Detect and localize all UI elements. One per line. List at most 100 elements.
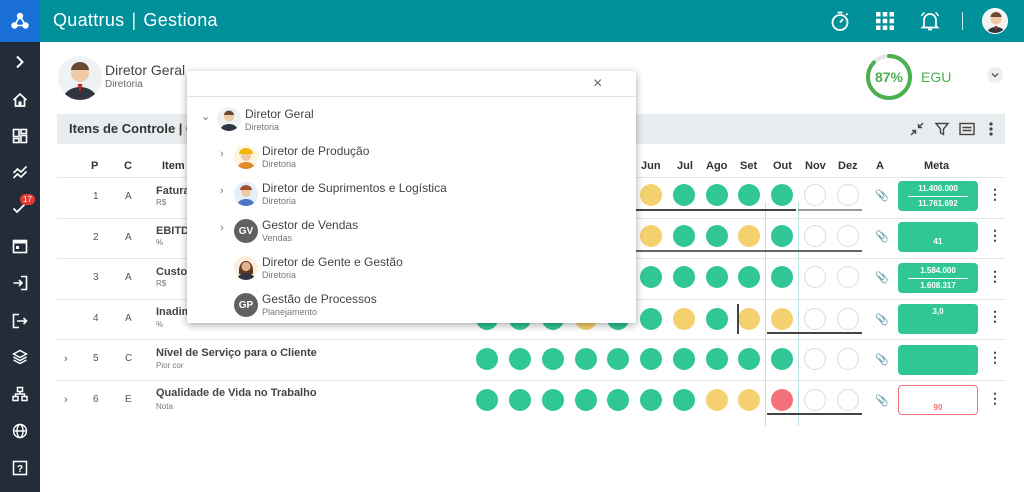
row-expand-button[interactable]: ›	[64, 353, 68, 365]
status-dot-nov[interactable]	[804, 308, 826, 330]
user-avatar[interactable]	[982, 8, 1008, 34]
status-dot-out[interactable]	[771, 225, 793, 247]
indicator-name[interactable]: Qualidade de Vida no Trabalho	[156, 387, 317, 399]
status-dot-jun[interactable]	[640, 225, 662, 247]
meta-value[interactable]: 1.584.000 1.608.317	[898, 263, 978, 293]
attachment-icon[interactable]: 📎	[875, 354, 889, 366]
chevron-right-icon[interactable]: ›	[220, 148, 224, 160]
indicator-name[interactable]: Custo	[156, 266, 188, 278]
chevron-right-icon[interactable]: ›	[220, 222, 224, 234]
sidebar-item-hierarchy[interactable]	[0, 379, 40, 409]
meta-value[interactable]	[898, 345, 978, 375]
status-dot-mar[interactable]	[542, 389, 564, 411]
status-dot-nov[interactable]	[804, 225, 826, 247]
status-dot-dez[interactable]	[837, 266, 859, 288]
status-dot-dez[interactable]	[837, 389, 859, 411]
status-dot-jun[interactable]	[640, 389, 662, 411]
status-dot-dez[interactable]	[837, 225, 859, 247]
sidebar-item-layers[interactable]	[0, 342, 40, 372]
meta-value[interactable]: 41	[898, 222, 978, 252]
chevron-down-icon[interactable]: ⌄	[201, 111, 211, 123]
status-dot-jun[interactable]	[640, 266, 662, 288]
status-dot-jan[interactable]	[476, 389, 498, 411]
attachment-icon[interactable]: 📎	[875, 314, 889, 326]
sidebar-item-tasks[interactable]: 17	[0, 193, 40, 223]
apps-grid-icon[interactable]	[872, 8, 898, 34]
sidebar-item-home[interactable]	[0, 85, 40, 115]
status-dot-jul[interactable]	[673, 184, 695, 206]
status-dot-apr[interactable]	[575, 389, 597, 411]
status-dot-dez[interactable]	[837, 348, 859, 370]
status-dot-ago[interactable]	[706, 184, 728, 206]
status-dot-apr[interactable]	[575, 348, 597, 370]
indicator-name[interactable]: Fatura	[156, 185, 190, 197]
status-dot-out[interactable]	[771, 266, 793, 288]
status-dot-jul[interactable]	[673, 225, 695, 247]
sidebar-item-trends[interactable]	[0, 157, 40, 187]
section-menu-button[interactable]	[981, 119, 1001, 139]
row-menu-button[interactable]: ⋮	[988, 268, 1002, 284]
status-dot-set[interactable]	[738, 348, 760, 370]
row-menu-button[interactable]: ⋮	[988, 308, 1002, 324]
status-dot-feb[interactable]	[509, 348, 531, 370]
status-dot-mai[interactable]	[607, 348, 629, 370]
status-dot-set[interactable]	[738, 266, 760, 288]
sidebar-item-login[interactable]	[0, 268, 40, 298]
status-dot-dez[interactable]	[837, 308, 859, 330]
status-dot-ago[interactable]	[706, 225, 728, 247]
attachment-icon[interactable]: 📎	[875, 231, 889, 243]
status-dot-jul[interactable]	[673, 389, 695, 411]
expand-sidebar-button[interactable]	[0, 47, 40, 77]
status-dot-out[interactable]	[771, 308, 793, 330]
status-dot-jun[interactable]	[640, 308, 662, 330]
attachment-icon[interactable]: 📎	[875, 272, 889, 284]
sidebar-item-logout[interactable]	[0, 306, 40, 336]
timer-icon[interactable]	[827, 8, 853, 34]
attachment-icon[interactable]: 📎	[875, 395, 889, 407]
indicator-name[interactable]: Inadim	[156, 306, 192, 318]
status-dot-jul[interactable]	[673, 348, 695, 370]
status-dot-mar[interactable]	[542, 348, 564, 370]
row-menu-button[interactable]: ⋮	[988, 227, 1002, 243]
status-dot-out[interactable]	[771, 389, 793, 411]
attachment-icon[interactable]: 📎	[875, 190, 889, 202]
status-dot-out[interactable]	[771, 184, 793, 206]
status-dot-nov[interactable]	[804, 184, 826, 206]
filter-button[interactable]	[932, 119, 952, 139]
status-dot-jun[interactable]	[640, 348, 662, 370]
row-menu-button[interactable]: ⋮	[988, 349, 1002, 365]
status-dot-jan[interactable]	[476, 348, 498, 370]
row-menu-button[interactable]: ⋮	[988, 186, 1002, 202]
meta-value[interactable]: 90	[898, 385, 978, 415]
header-dropdown-button[interactable]	[987, 67, 1003, 83]
status-dot-ago[interactable]	[706, 266, 728, 288]
status-dot-ago[interactable]	[706, 348, 728, 370]
sidebar-item-globe[interactable]	[0, 416, 40, 446]
close-popup-button[interactable]: ×	[593, 75, 603, 92]
status-dot-set[interactable]	[738, 225, 760, 247]
status-dot-dez[interactable]	[837, 184, 859, 206]
sidebar-item-help[interactable]: ?	[0, 453, 40, 483]
status-dot-feb[interactable]	[509, 389, 531, 411]
view-button[interactable]	[957, 119, 977, 139]
status-dot-ago[interactable]	[706, 389, 728, 411]
sidebar-item-calendar[interactable]	[0, 231, 40, 261]
status-dot-nov[interactable]	[804, 389, 826, 411]
status-dot-nov[interactable]	[804, 266, 826, 288]
status-dot-jul[interactable]	[673, 266, 695, 288]
status-dot-out[interactable]	[771, 348, 793, 370]
collapse-button[interactable]	[907, 119, 927, 139]
status-dot-set[interactable]	[738, 308, 760, 330]
indicator-name[interactable]: EBITD	[156, 225, 189, 237]
row-menu-button[interactable]: ⋮	[988, 390, 1002, 406]
meta-value[interactable]: 3,0	[898, 304, 978, 334]
status-dot-mai[interactable]	[607, 389, 629, 411]
row-expand-button[interactable]: ›	[64, 394, 68, 406]
status-dot-set[interactable]	[738, 184, 760, 206]
indicator-name[interactable]: Nível de Serviço para o Cliente	[156, 347, 317, 359]
status-dot-set[interactable]	[738, 389, 760, 411]
status-dot-jun[interactable]	[640, 184, 662, 206]
logo-icon[interactable]	[0, 0, 40, 42]
status-dot-ago[interactable]	[706, 308, 728, 330]
chevron-right-icon[interactable]: ›	[220, 185, 224, 197]
